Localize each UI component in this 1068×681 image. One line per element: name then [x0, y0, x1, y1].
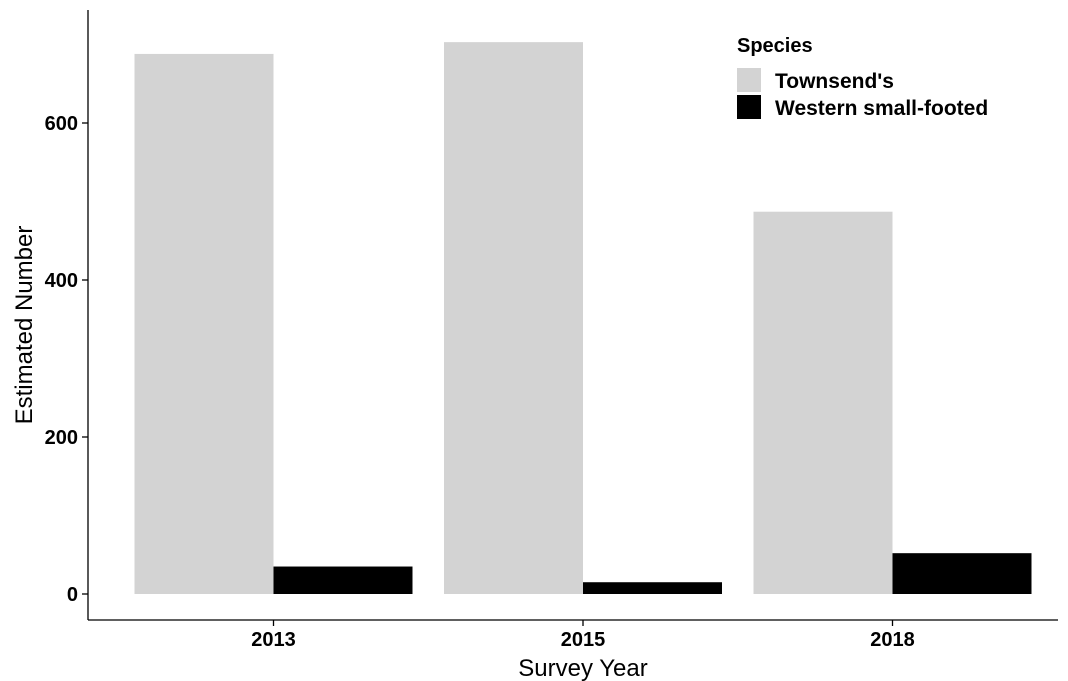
y-ticks: 0 200 400 600	[45, 113, 88, 606]
plot-area: 0 200 400 600 2013 2015 2018	[45, 10, 1058, 651]
bar-2013-townsends	[134, 53, 274, 595]
x-axis-title: Survey Year	[518, 655, 647, 681]
legend-label: Townsend's	[775, 70, 894, 93]
x-tick-label: 2018	[870, 629, 915, 651]
bar-2013-western-small-footed	[273, 566, 413, 594]
bar-2018-townsends	[753, 211, 893, 594]
bars	[134, 42, 1032, 595]
y-tick-label: 200	[45, 427, 78, 449]
y-tick-label: 600	[45, 113, 78, 135]
legend-key	[737, 95, 761, 119]
x-ticks: 2013 2015 2018	[251, 620, 915, 651]
x-tick-label: 2015	[561, 629, 606, 651]
y-tick-label: 0	[67, 584, 78, 606]
legend-label: Western small-footed	[775, 97, 988, 120]
legend-items: Townsend's Western small-footed	[737, 68, 988, 120]
y-tick-label: 400	[45, 270, 78, 292]
x-tick-label: 2013	[251, 629, 296, 651]
bar-2015-western-small-footed	[583, 582, 722, 594]
y-axis-title: Estimated Number	[11, 226, 38, 425]
bar-2018-western-small-footed	[892, 553, 1032, 594]
legend: Species Townsend's Western small-footed	[737, 35, 988, 120]
legend-key	[737, 68, 761, 92]
bar-2015-townsends	[444, 42, 583, 594]
legend-title: Species	[737, 35, 813, 57]
